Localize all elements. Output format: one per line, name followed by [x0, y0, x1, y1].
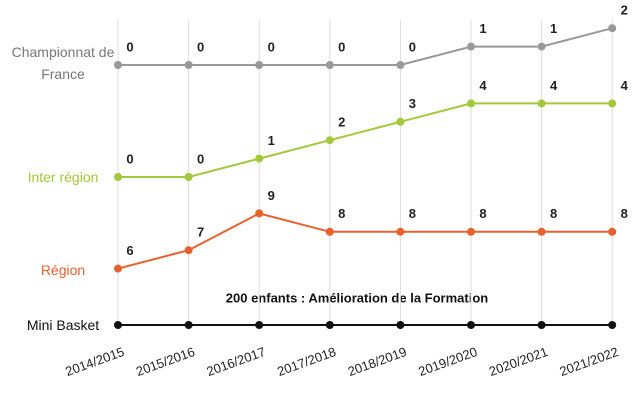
x-tick-label: 2021/2022: [558, 344, 621, 379]
value-label: 2: [338, 115, 345, 130]
value-label: 0: [126, 39, 133, 54]
point: [255, 155, 263, 163]
point: [255, 209, 263, 217]
value-label: 8: [338, 206, 345, 221]
point: [326, 136, 334, 144]
value-label: 4: [550, 78, 558, 93]
value-label: 1: [479, 21, 486, 36]
series-name: Championnat de France: [7, 41, 119, 85]
value-label: 8: [550, 206, 557, 221]
value-label: 0: [197, 151, 204, 166]
value-label: 7: [197, 225, 204, 240]
point: [467, 99, 475, 107]
value-label: 4: [621, 78, 629, 93]
series-line: [118, 213, 612, 268]
point: [538, 43, 546, 51]
point: [185, 246, 193, 254]
value-label: 4: [479, 78, 487, 93]
x-tick-label: 2014/2015: [63, 344, 126, 379]
x-tick-label: 2016/2017: [205, 344, 268, 379]
point: [467, 228, 475, 236]
x-tick-label: 2019/2020: [416, 344, 479, 379]
point: [608, 99, 616, 107]
value-label: 6: [126, 243, 133, 258]
value-label: 9: [268, 188, 275, 203]
x-tick-label: 2017/2018: [275, 344, 338, 379]
series-name: Inter région: [7, 166, 119, 188]
series-line: [118, 103, 612, 177]
value-label: 8: [409, 206, 416, 221]
point: [608, 228, 616, 236]
value-label: 8: [479, 206, 486, 221]
point: [185, 321, 193, 329]
x-tick-label: 2018/2019: [346, 344, 409, 379]
point: [538, 99, 546, 107]
point: [326, 321, 334, 329]
point: [185, 173, 193, 181]
value-label: 0: [338, 39, 345, 54]
value-label: 8: [621, 206, 628, 221]
x-tick-label: 2015/2016: [134, 344, 197, 379]
point: [396, 321, 404, 329]
value-label: 2: [621, 3, 628, 18]
point: [185, 61, 193, 69]
annotation: 200 enfants : Amélioration de la Formati…: [226, 290, 489, 305]
point: [326, 61, 334, 69]
point: [538, 321, 546, 329]
point: [396, 61, 404, 69]
value-label: 0: [126, 151, 133, 166]
point: [255, 61, 263, 69]
point: [608, 321, 616, 329]
chart: 200 enfants : Amélioration de la Formati…: [0, 0, 640, 406]
point: [467, 321, 475, 329]
value-label: 1: [268, 133, 275, 148]
value-label: 0: [197, 39, 204, 54]
point: [608, 24, 616, 32]
point: [255, 321, 263, 329]
series-name: Mini Basket: [7, 314, 119, 336]
point: [538, 228, 546, 236]
value-label: 0: [268, 39, 275, 54]
point: [467, 43, 475, 51]
x-tick-label: 2020/2021: [487, 344, 550, 379]
point: [396, 118, 404, 126]
series-name: Région: [7, 259, 119, 281]
point: [326, 228, 334, 236]
point: [396, 228, 404, 236]
value-label: 1: [550, 21, 557, 36]
value-label: 3: [409, 96, 416, 111]
value-label: 0: [409, 39, 416, 54]
